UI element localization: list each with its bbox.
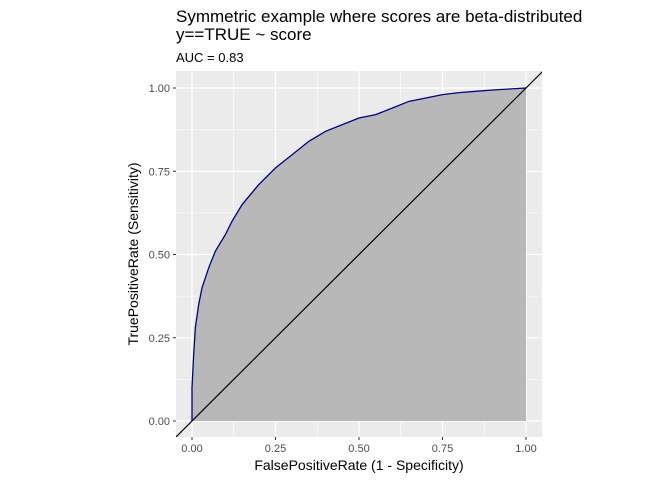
chart-title-line2: y==TRUE ~ score	[176, 25, 312, 44]
chart-subtitle: AUC = 0.83	[176, 50, 244, 65]
x-tick-label: 0.50	[348, 443, 369, 455]
y-tick-label: 0.50	[149, 250, 170, 262]
y-tick-label: 0.25	[149, 333, 170, 345]
x-tick-label: 1.00	[515, 443, 536, 455]
chart-title: Symmetric example where scores are beta-…	[176, 7, 582, 26]
x-axis: 0.00 0.25 0.50 0.75 1.00	[181, 437, 537, 455]
diagonal-line	[176, 71, 542, 437]
y-axis: 0.00 0.25 0.50 0.75 1.00	[149, 83, 176, 428]
y-tick-label: 1.00	[149, 83, 170, 95]
roc-curve	[191, 87, 527, 421]
x-tick-label: 0.75	[432, 443, 453, 455]
y-axis-title: TruePositiveRate (Sensitivity)	[125, 162, 141, 345]
x-axis-title: FalsePositiveRate (1 - Specificity)	[254, 457, 463, 473]
x-tick-label: 0.25	[265, 443, 286, 455]
y-tick-label: 0.75	[149, 166, 170, 178]
y-tick-label: 0.00	[149, 416, 170, 428]
x-tick-label: 0.00	[181, 443, 202, 455]
chart-marks	[176, 71, 542, 437]
